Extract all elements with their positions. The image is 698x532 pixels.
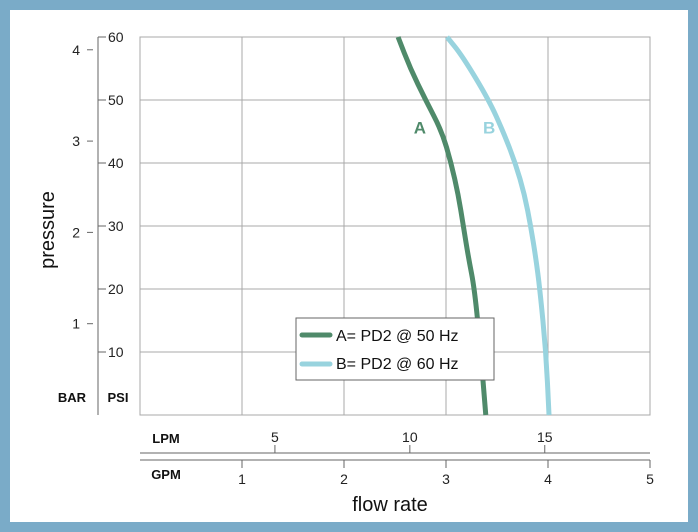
x-axis-title: flow rate [352,494,428,516]
lpm-tick-label: 15 [537,429,553,445]
legend: A= PD2 @ 50 Hz B= PD2 @ 60 Hz [295,317,495,381]
lpm-tick-label: 10 [402,429,418,445]
curve-label-a: A [414,119,426,138]
psi-unit-label: PSI [108,390,129,405]
tick-labels: 10 20 30 40 50 60 1 2 3 4 5 10 15 1 2 3 4 5 [72,29,654,487]
gpm-tick-label: 3 [442,471,450,487]
gpm-tick-label: 1 [238,471,246,487]
psi-tick-label: 10 [108,344,124,360]
gpm-tick-label: 5 [646,471,654,487]
bar-unit-label: BAR [58,390,87,405]
y-axis-title: pressure [37,191,59,269]
psi-tick-label: 20 [108,281,124,297]
bar-tick-label: 2 [72,224,80,240]
legend-label-a: A= PD2 @ 50 Hz [336,328,459,345]
lpm-tick-label: 5 [271,429,279,445]
gpm-tick-label: 2 [340,471,348,487]
series-line-a [395,36,489,416]
gpm-tick-label: 4 [544,471,552,487]
bar-tick-label: 1 [72,316,80,332]
curve-label-b: B [483,119,495,138]
bar-tick-label: 4 [72,42,80,58]
legend-box [295,317,495,381]
psi-tick-label: 50 [108,92,124,108]
legend-label-b: B= PD2 @ 60 Hz [336,356,459,373]
gpm-unit-label: GPM [151,467,181,482]
bar-tick-label: 3 [72,133,80,149]
psi-tick-label: 60 [108,29,124,45]
psi-tick-label: 30 [108,218,124,234]
lpm-unit-label: LPM [152,431,179,446]
series-line-b [445,35,552,416]
axes [87,36,651,468]
psi-tick-label: 40 [108,155,124,171]
